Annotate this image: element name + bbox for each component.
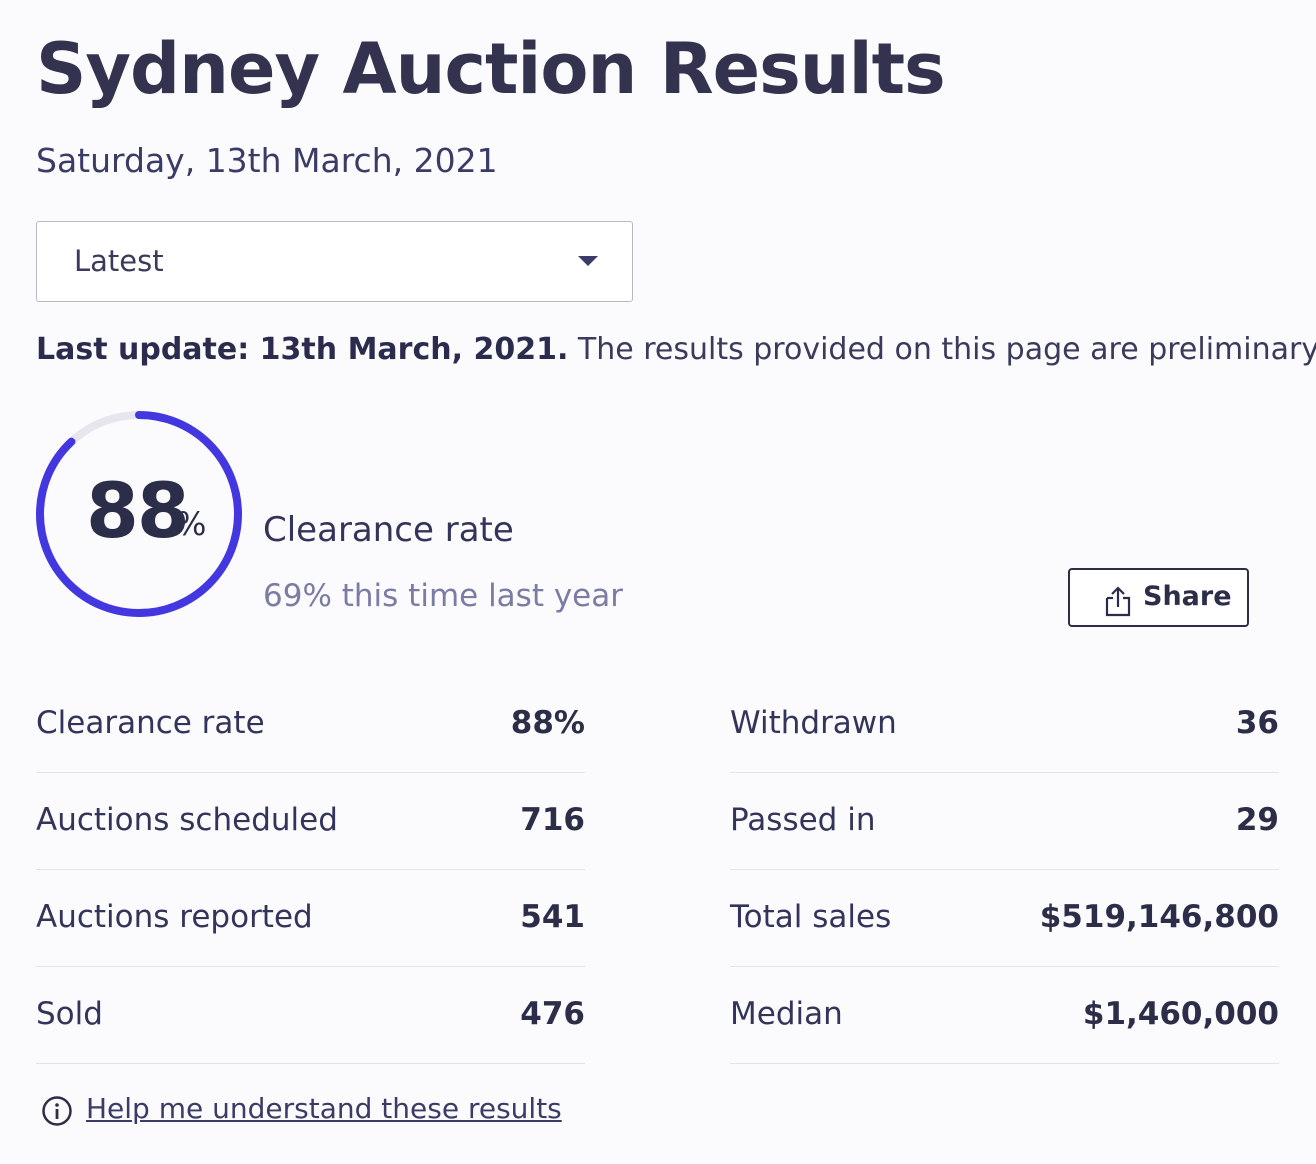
stat-value: 29 [1235,802,1279,838]
stat-row: Auctions scheduled 716 [36,773,585,870]
info-icon [42,1096,72,1126]
clearance-rate-number: 88 [86,466,190,555]
chevron-down-icon [578,256,598,266]
period-select-value: Latest [74,244,164,278]
share-icon [1105,586,1131,617]
ring-progress [36,411,242,617]
stat-label: Auctions scheduled [36,802,338,838]
stat-value: $1,460,000 [1082,996,1279,1032]
clearance-rate-ring [36,411,242,617]
stat-value: 88% [510,705,585,741]
stat-row: Sold 476 [36,967,585,1064]
share-button[interactable]: Share [1068,568,1249,627]
stat-label: Withdrawn [730,705,897,741]
stat-value: 36 [1235,705,1279,741]
stat-value: $519,146,800 [1039,899,1279,935]
page-title: Sydney Auction Results [36,28,946,110]
last-update-label: Last update: 13th March, 2021. [36,332,569,367]
stat-value: 716 [520,802,585,838]
stat-row: Withdrawn 36 [730,676,1279,773]
stat-value: 541 [520,899,585,935]
clearance-rate-comparison: 69% this time last year [263,578,623,614]
stats-left-column: Clearance rate 88% Auctions scheduled 71… [36,676,585,1064]
stat-label: Clearance rate [36,705,265,741]
stat-value: 476 [520,996,585,1032]
results-date: Saturday, 13th March, 2021 [36,141,498,180]
stat-label: Passed in [730,802,876,838]
share-label: Share [1143,581,1232,612]
stat-label: Total sales [730,899,892,935]
stat-label: Auctions reported [36,899,313,935]
update-notice: Last update: 13th March, 2021. The resul… [36,332,1316,367]
clearance-rate-unit: % [176,505,207,543]
help-link[interactable]: Help me understand these results [86,1092,562,1125]
stat-row: Median $1,460,000 [730,967,1279,1064]
notice-text: The results provided on this page are pr… [577,332,1316,367]
stat-label: Median [730,996,843,1032]
stats-right-column: Withdrawn 36 Passed in 29 Total sales $5… [730,676,1279,1064]
stat-row: Auctions reported 541 [36,870,585,967]
period-select[interactable]: Latest [36,221,633,302]
stat-row: Clearance rate 88% [36,676,585,773]
stat-row: Total sales $519,146,800 [730,870,1279,967]
stat-row: Passed in 29 [730,773,1279,870]
stat-label: Sold [36,996,103,1032]
clearance-rate-label: Clearance rate [263,510,514,550]
